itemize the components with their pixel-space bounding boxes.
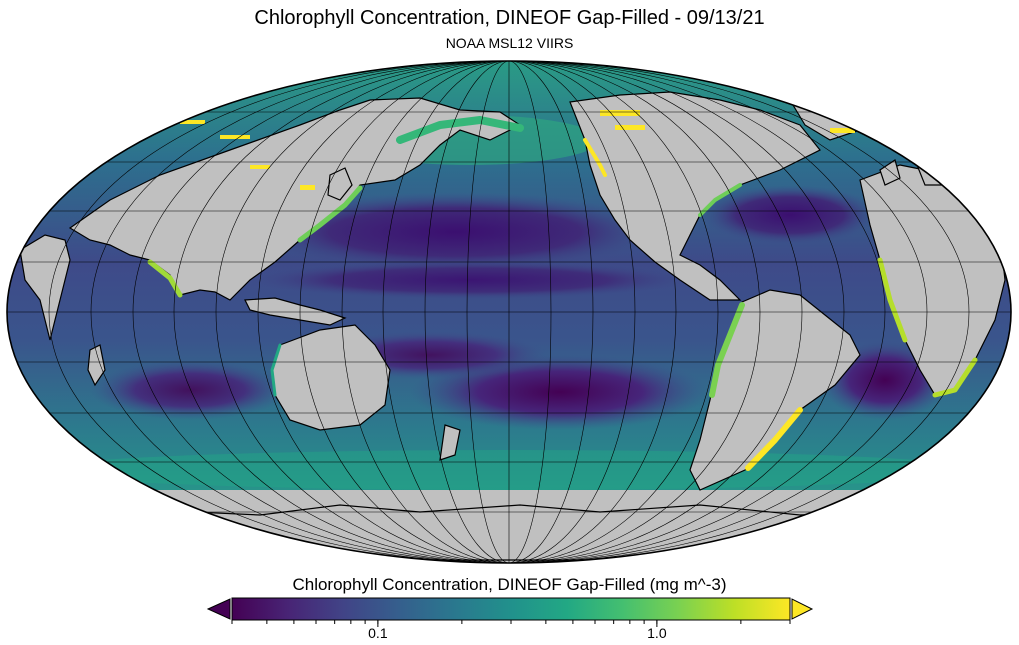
coastal-blooms — [147, 116, 978, 471]
madagascar-land — [87, 344, 106, 387]
benguela-upwelling — [932, 357, 978, 398]
patagonia-shelf — [745, 407, 803, 471]
colorbar-extend-low — [206, 598, 231, 620]
alaska-rim — [583, 138, 607, 177]
arctic-speckle — [300, 185, 315, 190]
map-subtitle: NOAA MSL12 VIIRS — [445, 35, 574, 51]
meridian-line — [48, 61, 970, 563]
meridian-line — [382, 61, 636, 563]
indian-ocean-gyre — [90, 360, 290, 420]
meridian-line — [424, 61, 594, 563]
colorbar-tick-label: 1.0 — [647, 625, 667, 641]
graticule — [7, 61, 1011, 563]
japan-land — [327, 167, 353, 201]
us-east-coast-rim — [698, 183, 742, 217]
indonesia-land — [244, 297, 347, 326]
new-zealand-land — [439, 424, 461, 461]
meridian-line — [466, 61, 552, 563]
map-interior — [7, 61, 1011, 563]
meridian-line — [341, 61, 677, 563]
west-australia-rim — [270, 343, 282, 397]
peru-upwelling — [709, 302, 745, 398]
colorbar-tick-label: 0.1 — [368, 625, 388, 641]
antarctica-land — [18, 504, 1002, 561]
colorbar: 0.1 1.0 — [206, 597, 814, 641]
meridian-line — [90, 61, 928, 563]
map-title: Chlorophyll Concentration, DINEOF Gap-Fi… — [254, 7, 765, 29]
uk-land — [879, 159, 901, 186]
north-pacific-gyre-south — [240, 260, 700, 300]
meridian-line — [132, 61, 886, 563]
east-asia-shelf — [297, 185, 363, 243]
meridian-line — [173, 61, 845, 563]
west-africa-upwelling — [877, 257, 908, 343]
colorbar-title: Chlorophyll Concentration, DINEOF Gap-Fi… — [292, 575, 727, 594]
arctic-speckle — [250, 165, 270, 169]
map-boundary — [6, 60, 1012, 564]
arctic-speckles — [180, 110, 855, 190]
arctic-speckle — [600, 110, 640, 116]
meridian-line — [257, 61, 761, 563]
arabian-sea-rim — [147, 259, 183, 298]
colorbar-extend-high — [791, 598, 814, 620]
meridian-line — [299, 61, 719, 563]
arctic-speckle — [220, 135, 250, 139]
colorbar-ticks: 0.1 1.0 — [231, 620, 791, 641]
arctic-speckle — [830, 128, 855, 133]
north-atlantic-gyre — [700, 185, 880, 245]
north-pacific-rim — [396, 116, 524, 144]
meridian-line — [215, 61, 803, 563]
arctic-speckle — [180, 120, 205, 124]
north-pacific-gyre — [245, 192, 665, 272]
colorbar-gradient — [231, 597, 791, 621]
africa-west-land — [19, 234, 71, 341]
arctic-speckle — [615, 125, 645, 130]
world-map — [6, 60, 1012, 564]
